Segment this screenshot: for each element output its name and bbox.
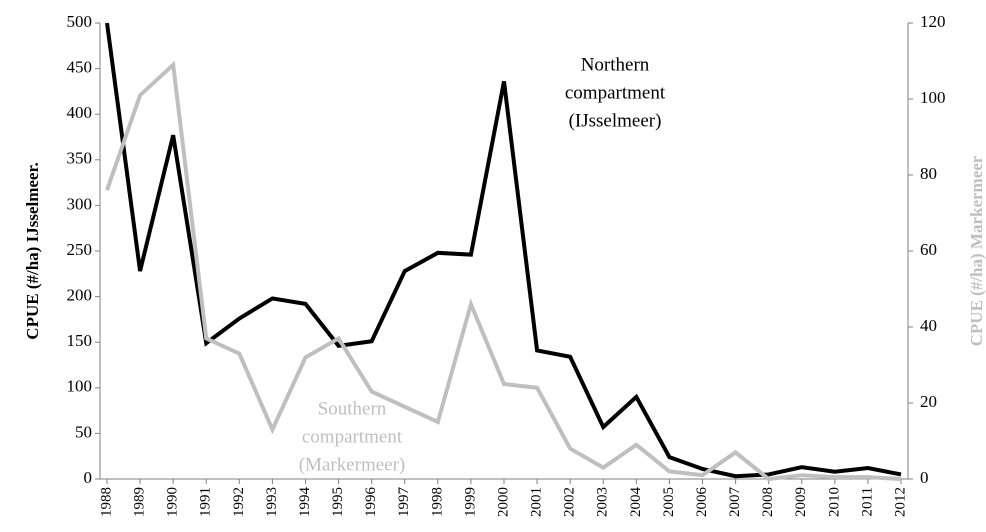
x-tick-label: 1999 [462, 487, 478, 517]
y-tick-label: 0 [84, 468, 93, 487]
y-tick-label: 300 [67, 194, 93, 213]
x-tick-label: 2005 [661, 487, 677, 517]
y-tick-label: 400 [67, 103, 93, 122]
y2-tick-label: 0 [920, 468, 929, 487]
x-tick-label: 2011 [859, 487, 875, 516]
y2-tick-label: 100 [920, 88, 946, 107]
x-tick-label: 2003 [595, 487, 611, 517]
x-tick-label: 1996 [363, 487, 379, 518]
x-tick-label: 1997 [396, 487, 412, 518]
x-tick-label: 1988 [98, 487, 114, 517]
x-tick-label: 2006 [694, 487, 710, 518]
series-line [105, 60, 902, 482]
y-tick-label: 350 [67, 149, 93, 168]
annotation: Northern [581, 54, 650, 75]
x-tick-label: 1991 [198, 487, 214, 517]
y-tick-label: 150 [67, 331, 93, 350]
x-tick-label: 2000 [495, 487, 511, 517]
y2-axis-title: CPUE (#/ha) Markermeer [967, 155, 986, 346]
x-tick-label: 2002 [562, 487, 578, 517]
annotation: (IJsselmeer) [569, 110, 662, 131]
annotation: compartment [565, 82, 666, 103]
y2-tick-label: 120 [920, 12, 946, 31]
y2-tick-label: 80 [920, 164, 937, 183]
x-tick-label: 1992 [231, 487, 247, 517]
x-tick-label: 1989 [132, 487, 148, 517]
x-tick-label: 2001 [529, 487, 545, 517]
x-tick-label: 1990 [165, 487, 181, 517]
x-tick-label: 2007 [727, 487, 743, 518]
y-tick-label: 500 [67, 12, 93, 31]
y-tick-label: 100 [67, 377, 93, 396]
x-tick-label: 2012 [892, 487, 908, 517]
y-tick-label: 250 [67, 240, 93, 259]
x-tick-label: 2004 [628, 487, 644, 518]
y-tick-label: 200 [67, 286, 93, 305]
x-tick-label: 2010 [826, 487, 842, 517]
x-tick-label: 2008 [760, 487, 776, 517]
x-tick-label: 2009 [793, 487, 809, 517]
annotation: (Markermeer) [299, 454, 406, 475]
y2-tick-label: 60 [920, 240, 937, 259]
y-tick-label: 50 [75, 422, 92, 441]
series-line [105, 22, 902, 479]
x-tick-label: 1998 [429, 487, 445, 517]
x-tick-label: 1993 [264, 487, 280, 517]
y-tick-label: 450 [67, 58, 93, 77]
annotation: Southern [318, 398, 387, 419]
y2-tick-label: 20 [920, 392, 937, 411]
y-axis-title: CPUE (#/ha) IJsselmeer. [23, 162, 42, 339]
annotation: compartment [302, 426, 403, 447]
y2-tick-label: 40 [920, 316, 937, 335]
x-tick-label: 1995 [330, 487, 346, 517]
x-tick-label: 1994 [297, 487, 313, 518]
